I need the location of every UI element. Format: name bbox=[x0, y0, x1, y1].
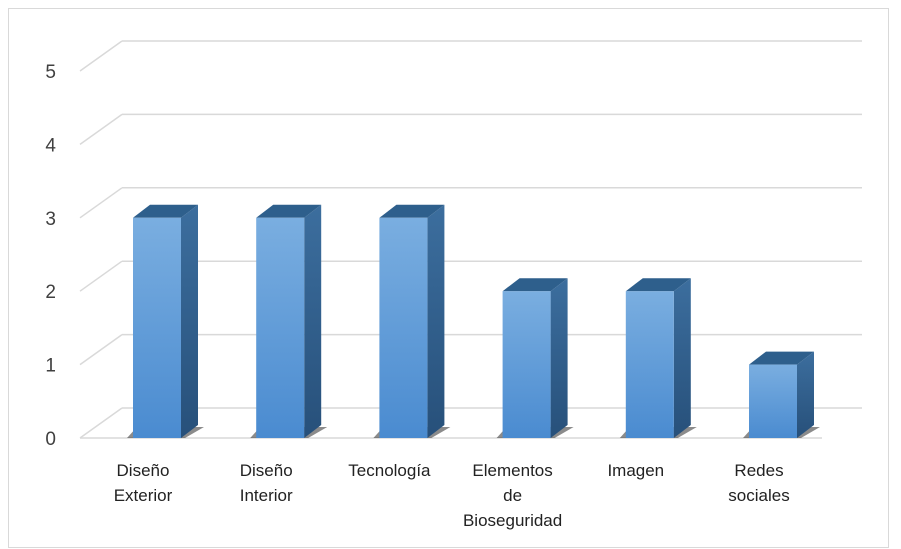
bar-side bbox=[181, 204, 198, 438]
bar-front bbox=[502, 291, 551, 438]
gridline-diagonal bbox=[79, 113, 123, 146]
gridline-diagonal bbox=[79, 260, 123, 292]
bar-top bbox=[133, 204, 198, 218]
x-category-label: Diseño Exterior bbox=[114, 461, 173, 505]
bar-side bbox=[427, 204, 445, 438]
bar-side bbox=[797, 351, 814, 438]
gridline-diagonal bbox=[79, 407, 123, 439]
bars bbox=[127, 204, 820, 438]
gridline-diagonal bbox=[79, 333, 123, 366]
bar bbox=[127, 204, 204, 438]
y-tick-label: 5 bbox=[45, 62, 56, 83]
bar-front bbox=[133, 217, 181, 438]
x-axis-category-labels: Diseño Exterior Diseño Interior Tecnología El… bbox=[114, 461, 790, 530]
bar bbox=[250, 204, 328, 438]
bar bbox=[496, 278, 574, 438]
bar-side bbox=[673, 278, 691, 438]
bar bbox=[743, 351, 820, 438]
x-category-label: Imagen bbox=[607, 461, 664, 480]
y-tick-label: 1 bbox=[45, 356, 56, 377]
x-category-label: Redes sociales bbox=[728, 461, 789, 505]
gridline-diagonal bbox=[79, 187, 123, 219]
bar-side bbox=[304, 204, 322, 438]
bar-front bbox=[625, 291, 674, 438]
x-category-label: Diseño Interior bbox=[240, 461, 293, 505]
y-tick-label: 3 bbox=[45, 209, 56, 230]
x-category-label: Elementos de Bioseguridad bbox=[463, 461, 562, 530]
bar-top bbox=[625, 278, 691, 292]
bar-top bbox=[379, 204, 445, 218]
bar-front bbox=[256, 217, 305, 438]
bar-top bbox=[256, 204, 322, 218]
bar-top bbox=[749, 351, 814, 365]
bar bbox=[373, 204, 451, 438]
gridline-diagonal bbox=[79, 40, 123, 72]
y-tick-label: 2 bbox=[45, 282, 56, 303]
bar-side bbox=[550, 278, 568, 438]
x-category-label: Tecnología bbox=[348, 461, 431, 480]
bar bbox=[619, 278, 697, 438]
y-axis-tick-labels: 0 1 2 3 4 5 bbox=[45, 62, 56, 450]
gridlines bbox=[79, 40, 862, 439]
bar-front bbox=[749, 364, 797, 438]
bar-front bbox=[379, 217, 428, 438]
bar-top bbox=[502, 278, 568, 292]
y-tick-label: 0 bbox=[45, 429, 56, 450]
y-tick-label: 4 bbox=[45, 135, 56, 156]
